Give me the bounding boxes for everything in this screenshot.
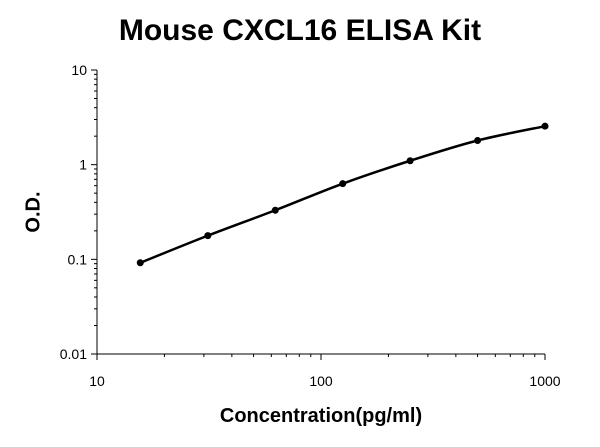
data-point — [136, 259, 144, 267]
series-line — [139, 124, 546, 264]
data-point — [541, 122, 549, 130]
y-tick-label: 0.01 — [60, 346, 87, 362]
x-tick-label: 10 — [89, 373, 105, 389]
x-tick-label: 100 — [309, 373, 333, 389]
x-tick-label: 1000 — [529, 373, 560, 389]
y-tick-label: 10 — [71, 62, 87, 78]
y-tick-label: 0.1 — [68, 251, 88, 267]
y-tick-label: 1 — [79, 157, 87, 173]
data-point — [406, 157, 414, 165]
chart-title: Mouse CXCL16 ELISA Kit — [118, 14, 482, 47]
data-point — [271, 206, 279, 214]
data-point — [204, 232, 212, 240]
data-point — [474, 137, 482, 145]
x-axis-label: Concentration(pg/ml) — [219, 405, 423, 427]
data-point — [339, 180, 347, 188]
